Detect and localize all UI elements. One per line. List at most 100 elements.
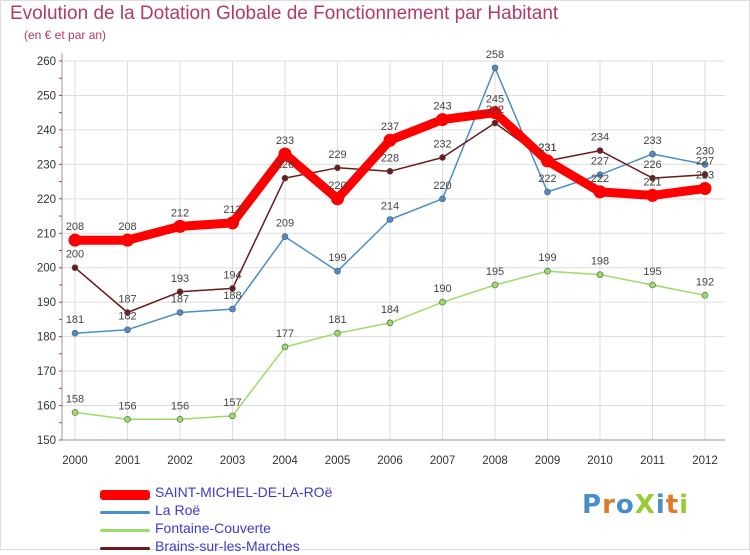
data-label: 231 bbox=[538, 142, 556, 154]
data-point bbox=[436, 113, 449, 127]
y-tick-label: 160 bbox=[37, 401, 56, 413]
data-label: 193 bbox=[171, 273, 189, 285]
data-point bbox=[334, 329, 341, 337]
data-label: 198 bbox=[591, 256, 609, 268]
data-label: 156 bbox=[171, 400, 189, 412]
data-point bbox=[176, 309, 184, 316]
data-point bbox=[334, 267, 341, 275]
proxiti-logo: ProXiti bbox=[582, 490, 689, 520]
legend-swatch bbox=[100, 529, 150, 532]
data-label: 190 bbox=[433, 283, 451, 295]
data-point bbox=[229, 412, 236, 420]
legend-label: SAINT-MICHEL-DE-LA-ROë bbox=[155, 484, 333, 500]
x-tick-label: 2002 bbox=[167, 455, 193, 467]
chart-subtitle: (en € et par an) bbox=[24, 28, 107, 42]
data-label: 209 bbox=[276, 218, 294, 230]
data-label: 222 bbox=[591, 173, 609, 185]
legend-swatch bbox=[100, 547, 150, 550]
data-point bbox=[491, 64, 499, 72]
legend-item: La Roë bbox=[100, 502, 360, 519]
data-label: 232 bbox=[433, 138, 451, 150]
data-point bbox=[649, 150, 656, 158]
data-label: 234 bbox=[591, 132, 609, 144]
data-point bbox=[541, 154, 554, 168]
data-point bbox=[226, 216, 239, 230]
data-label: 199 bbox=[328, 252, 346, 264]
data-point bbox=[124, 326, 131, 334]
x-tick-label: 2011 bbox=[640, 455, 665, 467]
data-label: 157 bbox=[223, 397, 241, 409]
data-label: 245 bbox=[486, 94, 504, 106]
data-label: 195 bbox=[486, 266, 504, 278]
data-point bbox=[439, 195, 446, 203]
data-label: 192 bbox=[696, 276, 714, 288]
data-point bbox=[281, 343, 289, 351]
y-tick-label: 190 bbox=[37, 297, 56, 309]
data-point bbox=[71, 329, 79, 337]
data-label: 213 bbox=[223, 204, 241, 216]
data-label: 156 bbox=[118, 400, 136, 412]
legend-label: Brains-sur-les-Marches bbox=[155, 538, 300, 554]
data-label: 221 bbox=[643, 176, 661, 188]
data-point bbox=[698, 181, 712, 195]
data-point bbox=[71, 264, 79, 272]
data-point bbox=[124, 416, 131, 423]
legend-label: La Roë bbox=[155, 502, 201, 518]
data-label: 227 bbox=[591, 156, 609, 168]
data-label: 187 bbox=[171, 294, 189, 306]
data-label: 227 bbox=[696, 156, 714, 168]
y-tick-label: 210 bbox=[37, 228, 56, 240]
data-label: 233 bbox=[643, 135, 661, 147]
data-label: 243 bbox=[433, 101, 451, 113]
data-point bbox=[176, 288, 184, 296]
data-point bbox=[71, 409, 79, 416]
data-label: 229 bbox=[328, 149, 346, 161]
data-point bbox=[701, 161, 709, 168]
data-point bbox=[593, 185, 607, 199]
data-label: 194 bbox=[223, 269, 241, 281]
data-point bbox=[383, 133, 397, 147]
y-tick-label: 180 bbox=[37, 332, 56, 344]
data-label: 181 bbox=[66, 314, 84, 326]
y-tick-label: 170 bbox=[37, 366, 56, 378]
data-label: 226 bbox=[276, 159, 294, 171]
data-label: 200 bbox=[66, 249, 84, 261]
data-label: 220 bbox=[328, 180, 346, 192]
line-chart: 150 160 170 180 190 200 210 220 230 240 250 260 2000… bbox=[37, 49, 725, 467]
data-label: 184 bbox=[381, 304, 399, 316]
data-point bbox=[331, 192, 344, 206]
logo-letter: r bbox=[602, 490, 616, 520]
data-label: 230 bbox=[696, 145, 714, 157]
x-tick-label: 2007 bbox=[430, 455, 456, 467]
data-label: 182 bbox=[118, 311, 136, 323]
series-lines bbox=[68, 64, 712, 423]
logo-letter: X bbox=[634, 490, 656, 520]
data-point bbox=[121, 233, 134, 247]
logo-letter: o bbox=[615, 490, 635, 520]
logo-letter: t bbox=[665, 490, 680, 520]
x-tick-label: 2004 bbox=[272, 455, 298, 467]
data-point bbox=[701, 171, 709, 178]
y-tick-label: 250 bbox=[37, 90, 56, 102]
data-point bbox=[124, 309, 131, 316]
data-label: 208 bbox=[66, 221, 84, 233]
legend-label: Fontaine-Couverte bbox=[155, 520, 271, 536]
data-label: 226 bbox=[643, 159, 661, 171]
data-label: 212 bbox=[171, 207, 189, 219]
data-point bbox=[281, 233, 289, 241]
axes: 150 160 170 180 190 200 210 220 230 240 250 260 2000… bbox=[37, 53, 725, 467]
legend-item: Brains-sur-les-Marches bbox=[100, 538, 360, 555]
data-point bbox=[649, 174, 656, 182]
data-point bbox=[281, 174, 289, 182]
data-point bbox=[68, 233, 82, 247]
data-label: 214 bbox=[381, 200, 399, 212]
data-label: 188 bbox=[223, 290, 241, 302]
data-point bbox=[488, 106, 502, 120]
data-label: 195 bbox=[643, 266, 661, 278]
data-point bbox=[491, 281, 499, 289]
data-point bbox=[544, 188, 551, 196]
legend-swatch bbox=[100, 511, 150, 514]
x-tick-label: 2006 bbox=[377, 455, 403, 467]
data-label: 181 bbox=[328, 314, 346, 326]
